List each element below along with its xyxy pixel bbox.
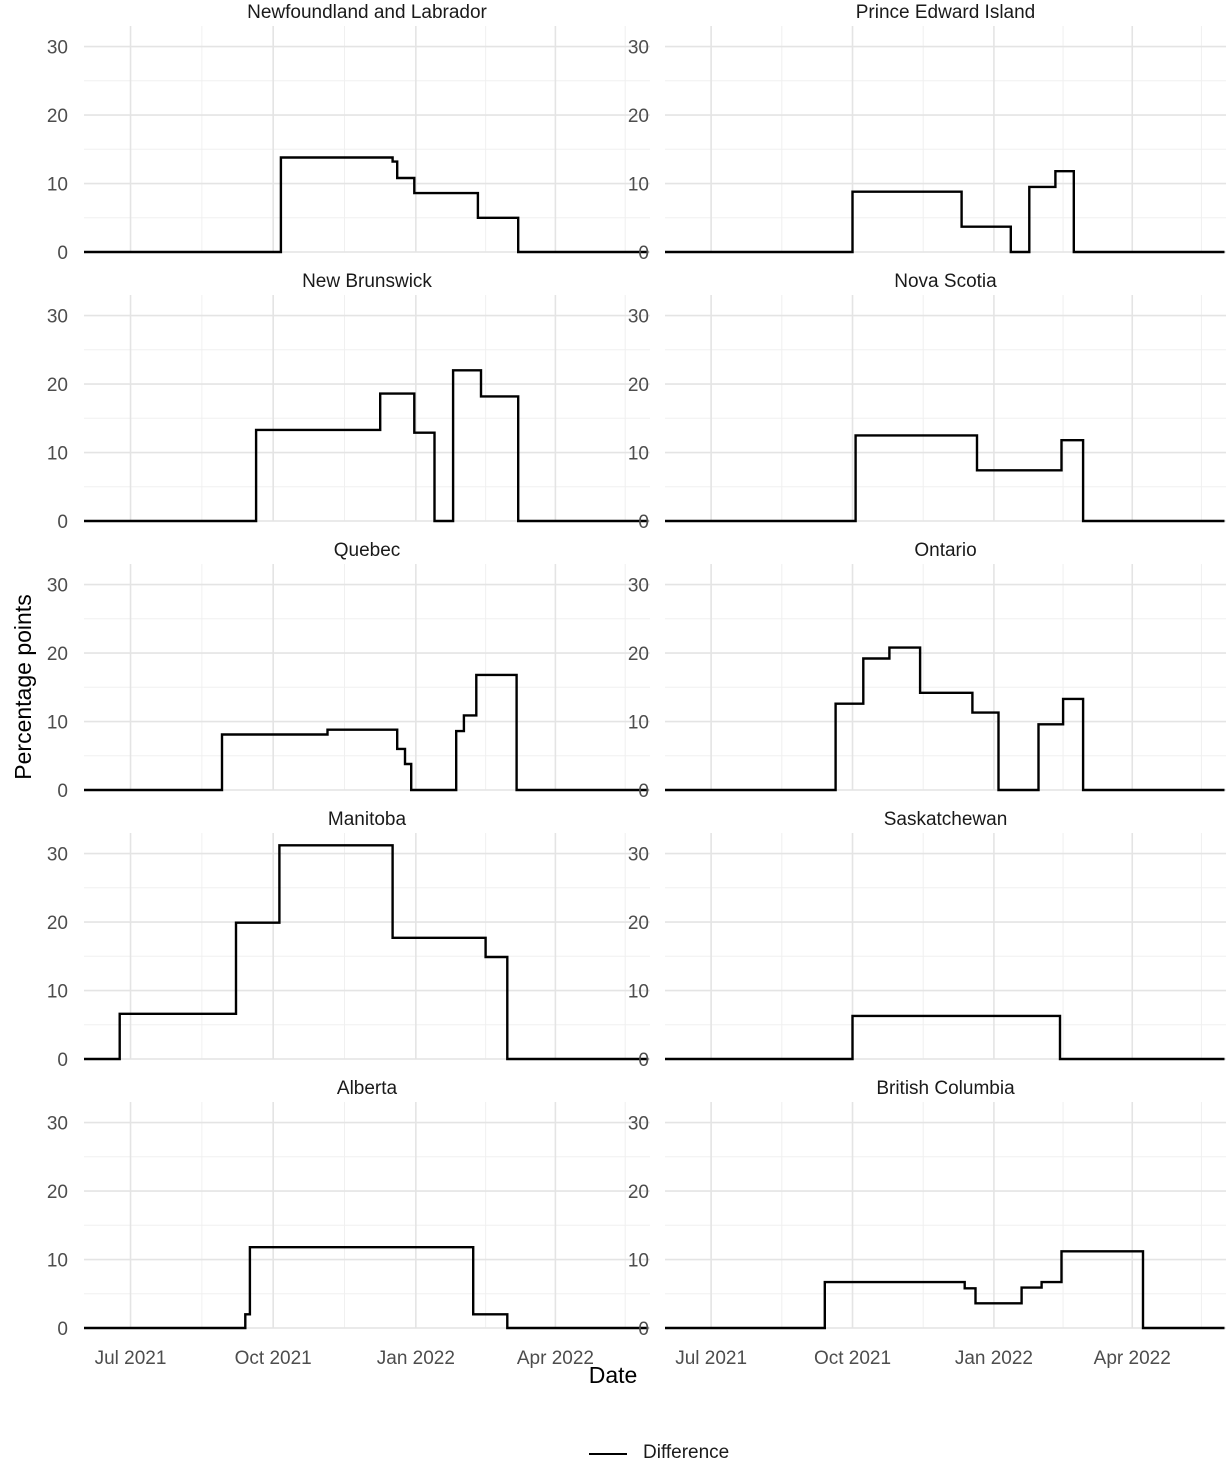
y-tick-label: 10 <box>628 444 649 465</box>
x-tick-label: Oct 2021 <box>235 1348 312 1369</box>
facet-panel: Alberta 0 10 20 30 Jul 2021 Oct 2021 Jan 2022 Ap… <box>47 1078 650 1369</box>
facet-title: Ontario <box>914 540 976 561</box>
y-tick-label: 10 <box>628 175 649 196</box>
y-tick-label: 30 <box>628 845 649 866</box>
series-line-difference <box>665 434 1225 523</box>
y-tick-label: 20 <box>47 913 68 934</box>
facet-title: Nova Scotia <box>894 271 997 292</box>
y-tick-label: 20 <box>628 375 649 396</box>
series-line-difference <box>84 156 649 254</box>
y-tick-label: 10 <box>628 982 649 1003</box>
y-tick-label: 20 <box>47 1182 68 1203</box>
x-tick-label: Oct 2021 <box>814 1348 891 1369</box>
y-tick-label: 0 <box>57 1319 68 1340</box>
y-tick-label: 30 <box>47 845 68 866</box>
facet-title: Prince Edward Island <box>856 2 1036 23</box>
series-line-difference <box>665 1014 1225 1061</box>
y-tick-label: 20 <box>628 913 649 934</box>
facet-panel: New Brunswick 0 10 20 30 <box>47 271 650 533</box>
x-tick-label: Jul 2021 <box>95 1348 167 1369</box>
legend-line-key <box>589 1453 627 1455</box>
y-tick-label: 30 <box>47 1114 68 1135</box>
y-tick-label: 20 <box>628 106 649 127</box>
legend: Difference <box>0 1440 1226 1466</box>
y-tick-label: 0 <box>638 1319 649 1340</box>
y-tick-label: 10 <box>47 175 68 196</box>
facet-title: Newfoundland and Labrador <box>247 2 487 23</box>
facet-title: Saskatchewan <box>884 809 1008 830</box>
series-line-difference <box>665 646 1225 792</box>
y-tick-label: 30 <box>47 38 68 59</box>
y-tick-label: 10 <box>628 1251 649 1272</box>
y-axis-label: Percentage points <box>10 594 36 780</box>
y-tick-label: 10 <box>628 713 649 734</box>
y-tick-label: 0 <box>638 1050 649 1071</box>
y-tick-label: 0 <box>638 512 649 533</box>
y-tick-label: 30 <box>628 307 649 328</box>
y-tick-label: 30 <box>47 576 68 597</box>
facet-panel: Saskatchewan 0 10 20 30 <box>628 809 1226 1071</box>
series-line-difference <box>665 1250 1225 1330</box>
facet-title: New Brunswick <box>302 271 432 292</box>
series-line-difference <box>84 1246 649 1330</box>
series-line-difference <box>84 369 649 523</box>
facet-title: Alberta <box>337 1078 398 1099</box>
facet-panel: Newfoundland and Labrador 0 10 20 30 <box>47 2 650 264</box>
x-tick-label: Apr 2022 <box>517 1348 594 1369</box>
y-tick-label: 0 <box>57 512 68 533</box>
y-tick-label: 30 <box>628 1114 649 1135</box>
y-tick-label: 10 <box>47 982 68 1003</box>
facet-panel: Prince Edward Island 0 10 20 30 <box>628 2 1226 264</box>
y-tick-label: 20 <box>628 1182 649 1203</box>
y-tick-label: 0 <box>638 243 649 264</box>
facet-title: British Columbia <box>876 1078 1015 1099</box>
y-tick-label: 0 <box>57 781 68 802</box>
x-tick-label: Jan 2022 <box>377 1348 455 1369</box>
facet-panel: Quebec 0 10 20 30 <box>47 540 650 802</box>
facet-panel: Manitoba 0 10 20 30 <box>47 809 650 1071</box>
y-tick-label: 0 <box>638 781 649 802</box>
y-tick-label: 10 <box>47 1251 68 1272</box>
y-tick-label: 0 <box>57 243 68 264</box>
facet-title: Manitoba <box>328 809 407 830</box>
x-axis-label: Date <box>588 1362 638 1388</box>
y-tick-label: 20 <box>47 106 68 127</box>
facet-panel: Nova Scotia 0 10 20 30 <box>628 271 1226 533</box>
x-tick-label: Jul 2021 <box>675 1348 747 1369</box>
facet-panel: Ontario 0 10 20 30 <box>628 540 1226 802</box>
y-tick-label: 20 <box>47 644 68 665</box>
y-tick-label: 10 <box>47 444 68 465</box>
facet-panel: British Columbia 0 10 20 30 Jul 2021 Oct 2021 J… <box>628 1078 1226 1369</box>
legend-label: Difference <box>643 1442 730 1463</box>
y-tick-label: 20 <box>47 375 68 396</box>
y-tick-label: 10 <box>47 713 68 734</box>
series-line-difference <box>84 844 649 1061</box>
series-line-difference <box>665 170 1225 254</box>
y-tick-label: 20 <box>628 644 649 665</box>
y-tick-label: 0 <box>57 1050 68 1071</box>
x-tick-label: Jan 2022 <box>955 1348 1033 1369</box>
x-tick-label: Apr 2022 <box>1094 1348 1171 1369</box>
facet-title: Quebec <box>334 540 401 561</box>
y-tick-label: 30 <box>628 576 649 597</box>
series-line-difference <box>84 673 649 792</box>
y-tick-label: 30 <box>47 307 68 328</box>
y-tick-label: 30 <box>628 38 649 59</box>
